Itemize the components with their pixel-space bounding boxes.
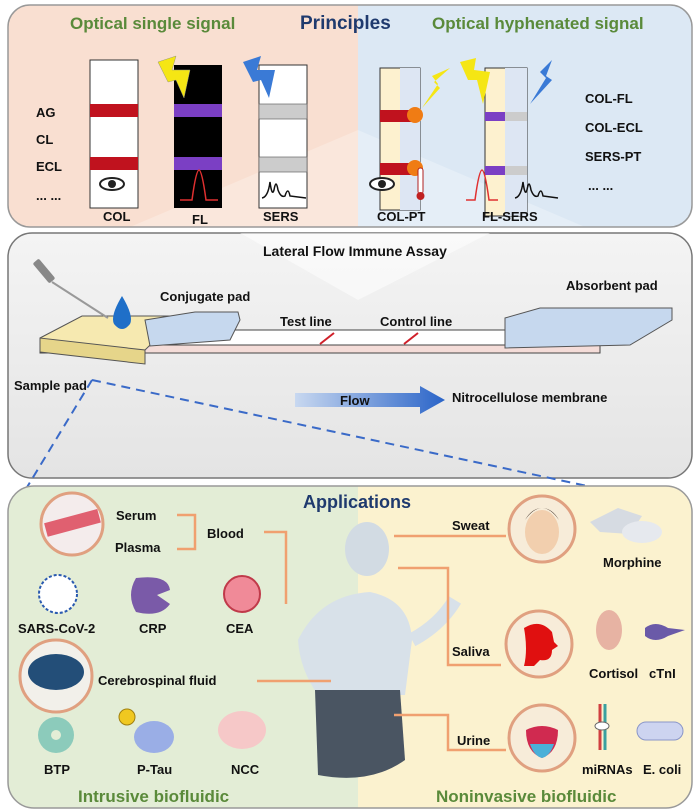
method-cl: CL (36, 132, 53, 147)
flame-icon (407, 107, 423, 123)
phosphate-icon (118, 708, 136, 726)
serum-label: Serum (116, 508, 156, 523)
test-line-label: Test line (280, 314, 332, 329)
membrane-label: Nitrocellulose membrane (452, 390, 607, 405)
sweat-label: Sweat (452, 518, 490, 533)
flow-arrow (295, 386, 445, 414)
applications-title: Applications (303, 492, 411, 512)
crp-icon (131, 577, 170, 614)
single-signal-title: Optical single signal (70, 14, 235, 33)
noninvasive-title: Noninvasive biofluidic (436, 787, 616, 806)
thermometer-icon (416, 167, 425, 200)
blood-label: Blood (207, 526, 244, 541)
fl-strip (157, 55, 222, 208)
csf-label: Cerebrospinal fluid (98, 673, 217, 688)
sers-strip (243, 56, 308, 209)
eye-icon (369, 177, 395, 191)
sweating-face-icon (507, 494, 577, 564)
cea-icon (223, 575, 261, 613)
target-ncc: NCC (231, 762, 260, 777)
target-p-tau: P-Tau (137, 762, 172, 777)
fl-sers-strip (460, 58, 552, 217)
conjugate-pad-label: Conjugate pad (160, 289, 250, 304)
morphine-powder-icon (590, 508, 662, 543)
kidney-icon (596, 610, 622, 650)
method-ecl: ECL (36, 159, 62, 174)
zoom-line (91, 379, 691, 509)
lightning-icon (530, 60, 552, 104)
sample-pad-label: Sample pad (14, 378, 87, 393)
control-line (403, 332, 419, 345)
method-sers-pt: SERS-PT (585, 149, 641, 164)
hyphenated-signal-title: Optical hyphenated signal (432, 14, 644, 33)
label-sers: SERS (263, 209, 299, 224)
saliva-label: Saliva (452, 644, 490, 659)
sars-cov-2-icon (38, 574, 78, 614)
eye-icon (99, 177, 125, 191)
bladder-icon (507, 703, 577, 773)
method-more: ... ... (36, 188, 61, 203)
connector-lines (177, 513, 506, 752)
btp-icon (38, 717, 74, 753)
fl-peak-icon (180, 169, 218, 201)
mirna-icon (594, 704, 610, 750)
lightning-icon (243, 56, 275, 98)
method-ag: AG (36, 105, 56, 120)
intrusive-title: Intrusive biofluidic (78, 787, 229, 806)
target-mirnas: miRNAs (582, 762, 633, 777)
target-btp: BTP (44, 762, 70, 777)
urine-label: Urine (457, 733, 490, 748)
target-crp: CRP (139, 621, 167, 636)
target-cea: CEA (226, 621, 254, 636)
target-ctni: cTnI (649, 666, 676, 681)
ncc-brain-icon (218, 711, 266, 749)
lightning-icon (157, 55, 191, 99)
sers-spectrum-icon (514, 181, 559, 199)
principles-panel: Optical single signal Principles Optical… (7, 4, 693, 228)
lightning-icon (422, 68, 450, 108)
fl-peak-icon (466, 169, 498, 201)
method-col-ecl: COL-ECL (585, 120, 643, 135)
e-coli-icon (636, 721, 684, 741)
method-more: ... ... (588, 178, 613, 193)
lightning-icon (460, 58, 490, 104)
p-tau-protein-icon (134, 721, 174, 753)
absorbent-pad-label: Absorbent pad (566, 278, 658, 293)
target-e-coli: E. coli (643, 762, 681, 777)
label-col: COL (103, 209, 131, 224)
plasma-label: Plasma (115, 540, 161, 555)
control-line-label: Control line (380, 314, 452, 329)
droplet-icon (113, 296, 131, 329)
sers-spectrum-icon (261, 181, 307, 199)
target-cortisol: Cortisol (589, 666, 638, 681)
label-fl: FL (192, 212, 208, 227)
pipette-icon (33, 259, 109, 319)
runner-figure (298, 522, 462, 778)
absorbent-pad (504, 307, 673, 349)
target-sars-cov-2: SARS-CoV-2 (18, 621, 95, 636)
test-line (319, 332, 335, 345)
label-fl-sers: FL-SERS (482, 209, 538, 224)
principles-title: Principles (300, 13, 391, 34)
conjugate-pad (144, 311, 241, 347)
method-col-fl: COL-FL (585, 91, 633, 106)
lfia-title: Lateral Flow Immune Assay (263, 243, 447, 259)
flow-label: Flow (340, 393, 370, 408)
lfia-panel: Lateral Flow Immune Assay Conjugate pad … (7, 232, 693, 513)
applications-panel: Applications Serum Plasma Blood SARS-CoV… (7, 485, 693, 809)
speaking-head-icon (504, 609, 574, 679)
ctni-protein-icon (645, 624, 685, 640)
target-morphine: Morphine (603, 555, 662, 570)
label-col-pt: COL-PT (377, 209, 425, 224)
